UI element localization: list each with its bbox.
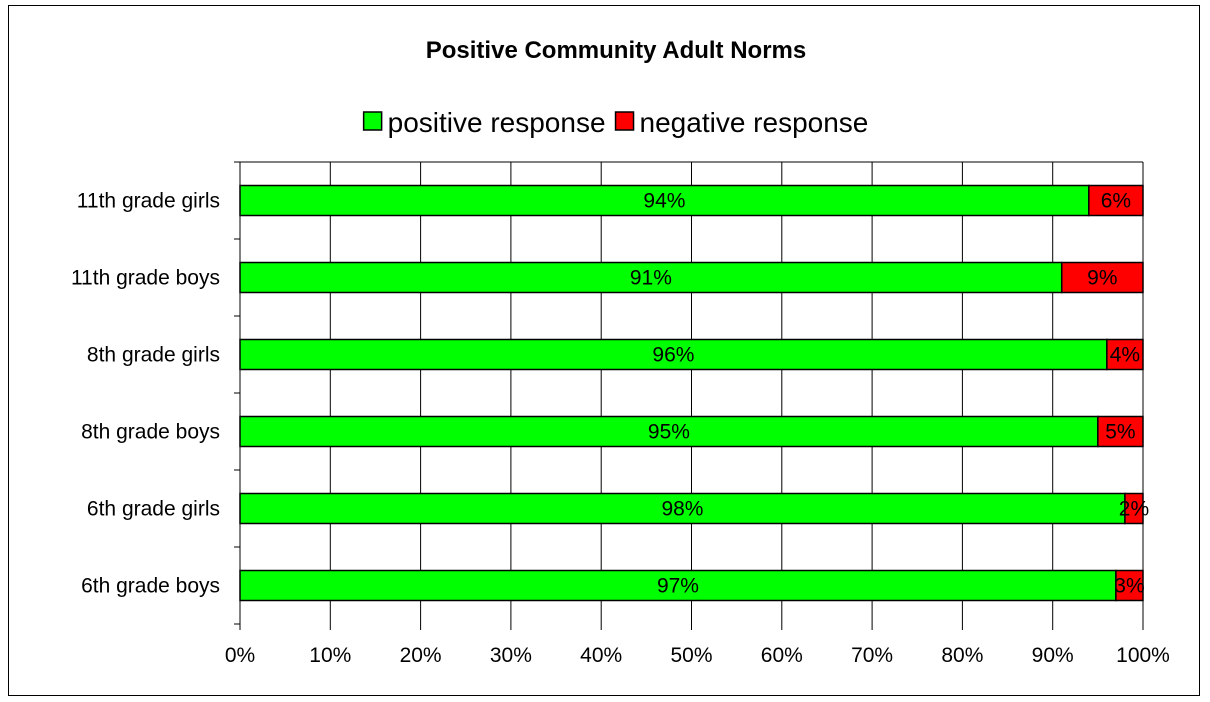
bar-positive: [239, 338, 1108, 371]
bar-negative: [1115, 569, 1144, 602]
category-label: 11th grade boys: [71, 267, 220, 290]
bar-negative: [1097, 415, 1144, 448]
x-tick-label: 30%: [490, 644, 532, 667]
bar-positive: [239, 184, 1090, 217]
data-label: 96%: [652, 344, 694, 367]
x-tick-label: 50%: [670, 644, 712, 667]
bar-positive: [239, 261, 1063, 294]
x-tick-label: 80%: [941, 644, 983, 667]
x-tick-label: 70%: [851, 644, 893, 667]
data-label: 6%: [1101, 190, 1131, 213]
x-tick-label: 100%: [1116, 644, 1170, 667]
data-label: 4%: [1110, 344, 1140, 367]
data-label: 91%: [630, 267, 672, 290]
x-tick-label: 10%: [309, 644, 351, 667]
data-label: 98%: [661, 498, 703, 521]
data-label: 2%: [1119, 498, 1149, 521]
bar-negative: [1106, 338, 1144, 371]
category-label: 8th grade boys: [81, 421, 220, 444]
chart-title: Positive Community Adult Norms: [426, 37, 806, 64]
data-label: 5%: [1105, 421, 1135, 444]
bar-positive: [239, 569, 1117, 602]
data-label: 97%: [657, 575, 699, 598]
category-label: 11th grade girls: [77, 190, 220, 213]
data-label: 9%: [1087, 267, 1117, 290]
data-label: 94%: [643, 190, 685, 213]
legend-label: positive response: [388, 107, 606, 138]
category-label: 6th grade girls: [87, 498, 220, 521]
x-tick-label: 60%: [761, 644, 803, 667]
legend: positive response negative response: [362, 107, 869, 138]
bars: 94% 6% 91% 9% 96% 4% 95% 5% 98% 2% 97% 3%: [239, 184, 1149, 602]
x-tick-label: 90%: [1032, 644, 1074, 667]
bar-negative: [1088, 184, 1144, 217]
axes: 0% 10% 20% 30% 40% 50% 60% 70% 80% 90% 100% 11th gr…: [71, 161, 1170, 667]
data-label: 3%: [1114, 575, 1144, 598]
category-label: 6th grade boys: [81, 575, 220, 598]
x-tick-label: 0%: [225, 644, 255, 667]
category-label: 8th grade girls: [87, 344, 220, 367]
x-tick-label: 20%: [400, 644, 442, 667]
bar-negative: [1060, 261, 1144, 294]
legend-swatch: [614, 111, 635, 131]
x-tick-label: 40%: [580, 644, 622, 667]
legend-label: negative response: [640, 107, 869, 138]
bar-negative: [1124, 492, 1144, 525]
gridlines: [239, 162, 1144, 624]
legend-swatch: [362, 111, 383, 131]
data-label: 95%: [648, 421, 690, 444]
